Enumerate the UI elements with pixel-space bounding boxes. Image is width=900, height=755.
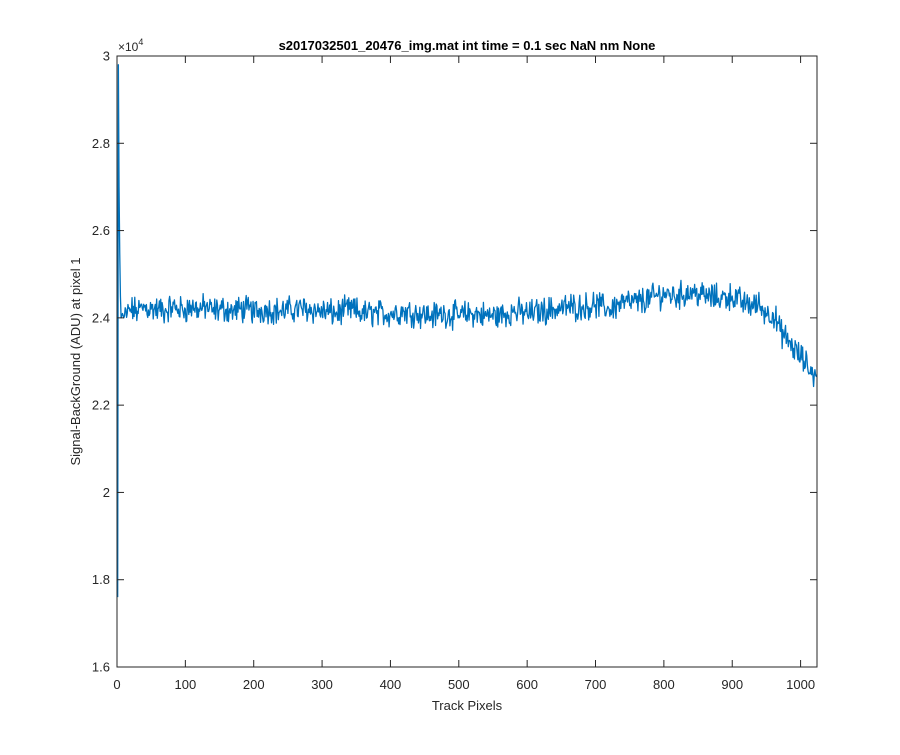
x-tick-label: 500 (448, 677, 470, 692)
plot-area (117, 56, 817, 667)
x-tick-label: 600 (516, 677, 538, 692)
x-tick-label: 1000 (786, 677, 815, 692)
x-tick-label: 900 (721, 677, 743, 692)
x-tick-label: 300 (311, 677, 333, 692)
y-exponent-label: ×104 (118, 37, 143, 54)
y-axis-label: Signal-BackGround (ADU) at pixel 1 (68, 257, 83, 465)
x-axis-label: Track Pixels (432, 698, 503, 713)
y-tick-label: 2.8 (92, 136, 110, 151)
chart-title: s2017032501_20476_img.mat int time = 0.1… (279, 38, 656, 53)
y-tick-label: 2 (103, 485, 110, 500)
axes-box (116, 55, 818, 668)
x-tick-label: 200 (243, 677, 265, 692)
y-exponent-base: ×10 (118, 40, 139, 54)
y-tick-label: 2.2 (92, 398, 110, 413)
labels-layer: 0 100 200 300 400 500 600 700 800 900 1000 1.6 1.8 2 2… (92, 49, 815, 693)
x-tick-label: 700 (585, 677, 607, 692)
y-exponent-power: 4 (138, 37, 143, 47)
y-tick-label: 1.6 (92, 660, 110, 675)
x-tick-label: 100 (175, 677, 197, 692)
y-tick-label: 3 (103, 49, 110, 64)
x-tick-label: 400 (380, 677, 402, 692)
y-tick-label: 2.6 (92, 223, 110, 238)
x-tick-label: 0 (113, 677, 120, 692)
x-tick-label: 800 (653, 677, 675, 692)
y-tick-label: 2.4 (92, 310, 110, 325)
data-layer (117, 64, 818, 598)
y-tick-label: 1.8 (92, 572, 110, 587)
series-line (117, 64, 818, 598)
